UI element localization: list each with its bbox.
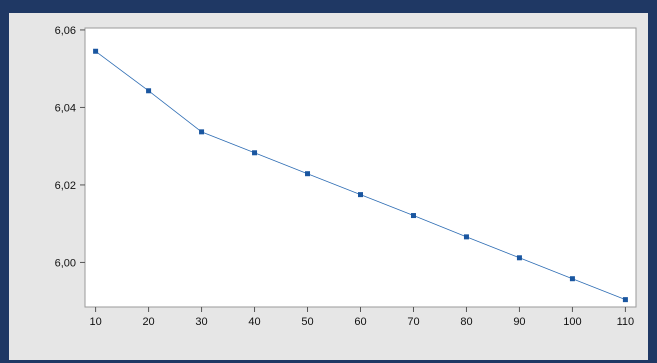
data-point [305, 171, 311, 177]
x-tick-label: 10 [89, 316, 101, 328]
x-axis: 10 20 30 40 50 60 70 80 90 100 110 [89, 307, 634, 328]
data-point [463, 234, 469, 240]
data-point [199, 129, 205, 135]
x-tick-label: 60 [354, 316, 366, 328]
x-tick-label: 110 [617, 316, 635, 328]
data-point [622, 297, 628, 303]
x-tick-label: 70 [407, 316, 419, 328]
line-chart: 6,06 6,04 6,02 6,00 10 20 30 40 50 60 70 80 90 100 11… [55, 25, 637, 328]
x-tick-label: 90 [513, 316, 525, 328]
x-tick-label: 50 [301, 316, 313, 328]
data-point [358, 192, 363, 198]
x-tick-label: 100 [563, 316, 581, 328]
x-tick-label: 80 [460, 316, 472, 328]
data-point [410, 213, 416, 219]
chart-panel: 6,06 6,04 6,02 6,00 10 20 30 40 50 60 70 80 90 100 11… [9, 13, 648, 360]
series-group [93, 48, 628, 303]
y-tick-label: 6,06 [55, 25, 76, 37]
y-axis: 6,06 6,04 6,02 6,00 [55, 25, 85, 269]
x-tick-label: 40 [248, 316, 260, 328]
data-point [569, 276, 575, 282]
y-tick-label: 6,00 [55, 257, 76, 269]
y-tick-label: 6,02 [55, 180, 76, 192]
data-point [146, 88, 152, 94]
data-point [516, 255, 522, 261]
data-point [93, 48, 99, 54]
y-tick-label: 6,04 [55, 102, 76, 114]
x-tick-label: 30 [195, 316, 207, 328]
data-point [252, 150, 258, 156]
plot-area [84, 27, 637, 308]
x-tick-label: 20 [142, 316, 154, 328]
